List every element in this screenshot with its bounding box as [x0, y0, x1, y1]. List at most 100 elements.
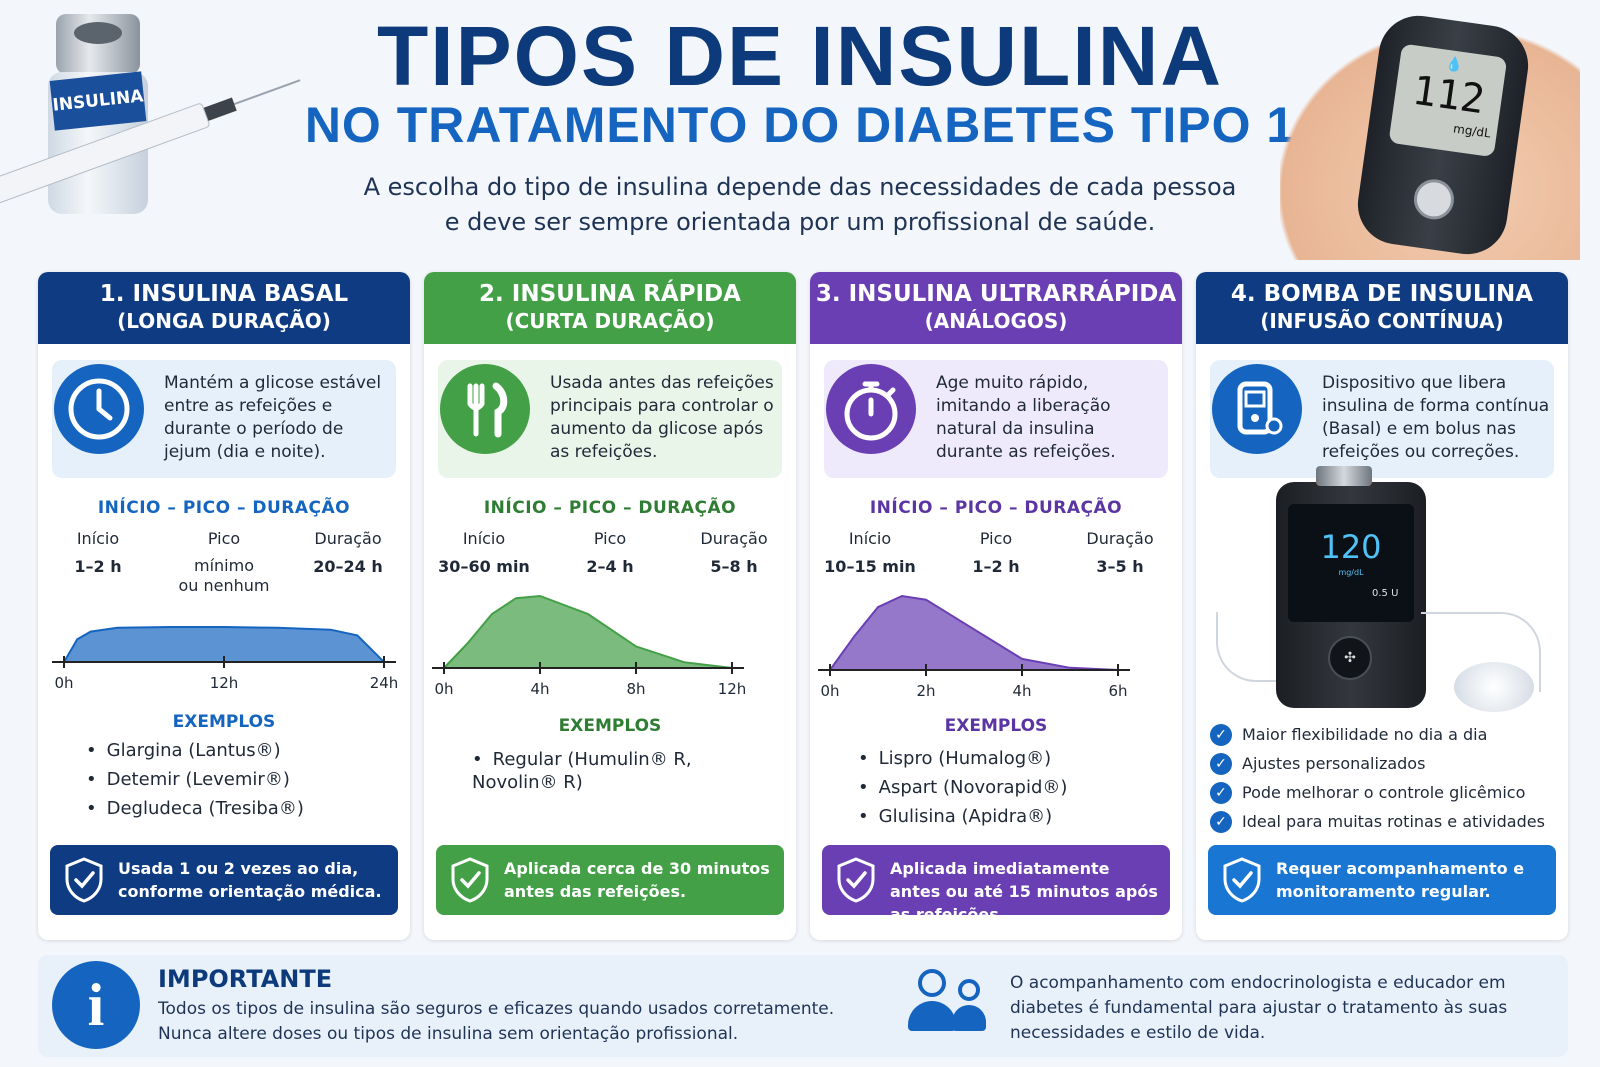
stopwatch-icon [826, 364, 916, 454]
timing-pico: Pico 2–4 h [586, 529, 634, 576]
glucose-meter-image: 💧 112 mg/dL [1352, 10, 1534, 260]
important-text: Todos os tipos de insulina são seguros e… [158, 999, 835, 1044]
card-bomba-de-insulina: 4. BOMBA DE INSULINA (INFUSÃO CONTÍNUA) … [1196, 272, 1568, 940]
examples-list: Regular (Humulin® R, Novolin® R) [472, 748, 712, 794]
check-icon: ✓ [1210, 811, 1232, 833]
timing-duracao: Duração 3–5 h [1086, 529, 1154, 576]
insulin-pump-image: 120 mg/dL 0.5 U ✣ [1276, 466, 1426, 708]
info-icon: i [52, 961, 140, 1049]
card-header: 2. INSULINA RÁPIDA (CURTA DURAÇÃO) [424, 272, 796, 344]
card-description-box: Usada antes das refeições principais par… [438, 360, 782, 478]
card-title: 1. INSULINA BASAL [99, 281, 349, 307]
card-description-box: Age muito rápido, imitando a liberação n… [824, 360, 1168, 478]
card-insulina-rapida: 2. INSULINA RÁPIDA (CURTA DURAÇÃO) Usada… [424, 272, 796, 940]
card-header: 4. BOMBA DE INSULINA (INFUSÃO CONTÍNUA) [1196, 272, 1568, 344]
timing-pico: Pico 1–2 h [972, 529, 1020, 576]
timing-inicio: Início 30–60 min [438, 529, 530, 576]
x-tick-label: 4h [1012, 682, 1031, 700]
insulin-pump-icon [1212, 364, 1302, 454]
fork-knife-icon [440, 364, 530, 454]
timing-title: INÍCIO – PICO – DURAÇÃO [483, 498, 737, 518]
examples-title: EXEMPLOS [558, 716, 662, 736]
list-item: Regular (Humulin® R, Novolin® R) [472, 748, 712, 794]
page-subtitle: NO TRATAMENTO DO DIABETES TIPO 1 [304, 97, 1296, 153]
list-item: ✓ Ajustes personalizados [1210, 749, 1560, 778]
card-footer: Requer acompanhamento e monitoramento re… [1208, 845, 1556, 915]
card-description-box: Dispositivo que libera insulina de forma… [1210, 360, 1554, 478]
examples-title: EXEMPLOS [944, 716, 1048, 736]
pump-tubing [1421, 612, 1541, 692]
x-tick-label: 6h [1108, 682, 1127, 700]
card-footer-text: Requer acompanhamento e monitoramento re… [1276, 859, 1525, 901]
card-footer-text: Aplicada cerca de 30 minutos antes das r… [504, 859, 770, 901]
card-description: Mantém a glicose estável entre as refeiç… [164, 373, 382, 462]
check-icon: ✓ [1210, 753, 1232, 775]
card-header: 1. INSULINA BASAL (LONGA DURAÇÃO) [38, 272, 410, 344]
x-tick-label: 12h [210, 674, 239, 692]
list-item: ✓ Maior flexibilidade no dia a dia [1210, 720, 1560, 749]
timing-pico: Pico mínimo ou nenhum [178, 529, 270, 595]
card-description-box: Mantém a glicose estável entre as refeiç… [52, 360, 396, 478]
syringe-image [0, 68, 305, 206]
list-item: Degludeca (Tresiba®) [86, 794, 396, 823]
card-description: Dispositivo que libera insulina de forma… [1322, 373, 1550, 462]
pump-dpad: ✣ [1328, 636, 1372, 680]
examples-list: Glargina (Lantus®) Detemir (Levemir®) De… [86, 736, 396, 823]
card-subtitle: (ANÁLOGOS) [924, 309, 1068, 333]
pump-unit: mg/dL [1338, 568, 1364, 577]
important-panel: i IMPORTANTE Todos os tipos de insulina … [38, 955, 1568, 1057]
x-tick-label: 24h [370, 674, 399, 692]
pump-tubing [1216, 612, 1282, 682]
card-footer-text: Aplicada imediatamente antes ou até 15 m… [890, 859, 1158, 924]
list-item: Glulisina (Apidra®) [858, 802, 1168, 831]
card-title: 4. BOMBA DE INSULINA [1230, 281, 1534, 307]
shield-check-icon [65, 857, 103, 903]
card-footer-text: Usada 1 ou 2 vezes ao dia, conforme orie… [118, 859, 382, 901]
action-curve-area [828, 594, 1119, 671]
timing-title: INÍCIO – PICO – DURAÇÃO [869, 498, 1123, 518]
x-tick-label: 4h [530, 680, 549, 698]
card-subtitle: (CURTA DURAÇÃO) [505, 309, 715, 333]
people-icon [908, 969, 988, 1039]
shield-check-icon [837, 857, 875, 903]
card-description: Age muito rápido, imitando a liberação n… [936, 373, 1116, 462]
card-insulina-ultrarrapida: 3. INSULINA ULTRARRÁPIDA (ANÁLOGOS) Age … [810, 272, 1182, 940]
action-curve-chart: 0h 12h 24h [52, 626, 399, 692]
card-description: Usada antes das refeições principais par… [550, 373, 774, 462]
intro-text: A escolha do tipo de insulina depende da… [363, 173, 1237, 236]
action-curve-area [62, 626, 387, 663]
important-title: IMPORTANTE [158, 965, 333, 993]
shield-check-icon [451, 857, 489, 903]
x-tick-label: 0h [434, 680, 453, 698]
list-item: Lispro (Humalog®) [858, 744, 1168, 773]
list-item: Aspart (Novorapid®) [858, 773, 1168, 802]
pump-bolus: 0.5 U [1372, 588, 1399, 599]
action-curve-chart: 0h 4h 8h 12h [432, 594, 747, 698]
examples-list: Lispro (Humalog®) Aspart (Novorapid®) Gl… [858, 744, 1168, 831]
page-title: TIPOS DE INSULINA [376, 9, 1224, 103]
card-footer: Aplicada cerca de 30 minutos antes das r… [436, 845, 784, 915]
pump-reading: 120 [1320, 528, 1382, 566]
clock-icon [54, 364, 144, 454]
card-title: 2. INSULINA RÁPIDA [479, 281, 741, 307]
shield-check-icon [1223, 857, 1261, 903]
x-tick-label: 2h [916, 682, 935, 700]
list-item: ✓ Pode melhorar o controle glicêmico [1210, 778, 1560, 807]
benefits-list: ✓ Maior flexibilidade no dia a dia ✓ Ajust… [1210, 720, 1560, 836]
header: INSULINA TIPOS DE INSULINA NO TRATAMENTO… [0, 0, 1600, 270]
action-curve-area [441, 594, 733, 669]
card-footer: Aplicada imediatamente antes ou até 15 m… [822, 845, 1170, 924]
x-tick-label: 12h [718, 680, 747, 698]
list-item: ✓ Ideal para muitas rotinas e atividades [1210, 807, 1560, 836]
vial-label: INSULINA [49, 71, 147, 131]
check-icon: ✓ [1210, 724, 1232, 746]
list-item: Detemir (Levemir®) [86, 765, 396, 794]
x-tick-label: 0h [820, 682, 839, 700]
advice-text: O acompanhamento com endocrinologista e … [1010, 973, 1508, 1043]
card-subtitle: (LONGA DURAÇÃO) [117, 309, 331, 333]
check-icon: ✓ [1210, 782, 1232, 804]
infusion-set-image [1454, 662, 1534, 712]
timing-duracao: Duração 20–24 h [313, 529, 383, 576]
card-footer: Usada 1 ou 2 vezes ao dia, conforme orie… [50, 845, 398, 915]
card-insulina-basal: 1. INSULINA BASAL (LONGA DURAÇÃO) Mantém… [38, 272, 410, 940]
